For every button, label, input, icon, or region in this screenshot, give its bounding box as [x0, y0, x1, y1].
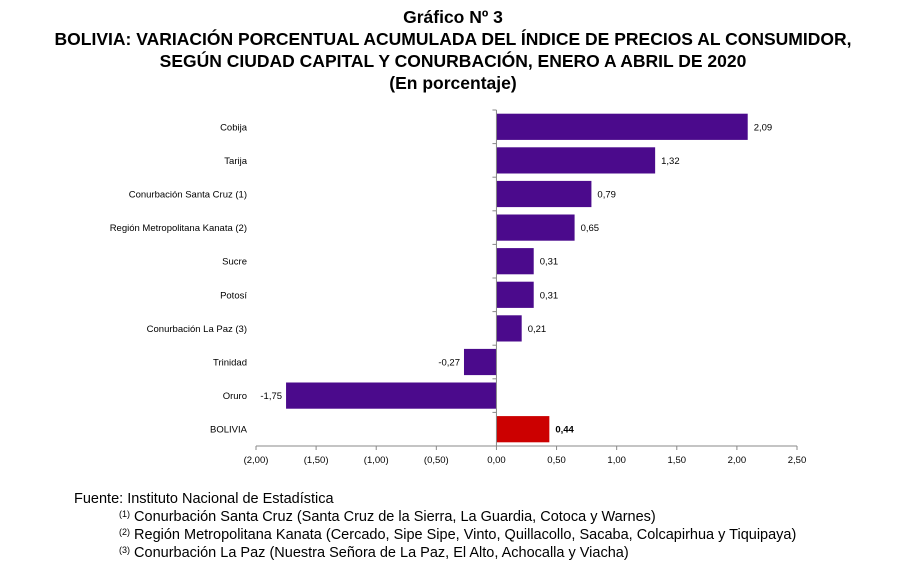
x-tick-label: (0,50)	[424, 455, 449, 466]
category-label: Cobija	[220, 122, 248, 133]
x-tick-label: (2,00)	[244, 455, 269, 466]
footnote-3: (3) Conurbación La Paz (Nuestra Señora d…	[74, 544, 796, 562]
data-label: 2,09	[754, 122, 773, 133]
category-label: Conurbación Santa Cruz (1)	[129, 190, 247, 201]
data-label: 0,65	[581, 223, 600, 234]
x-tick-label: 1,50	[668, 455, 687, 466]
data-label: 0,79	[597, 190, 616, 201]
category-label: Trinidad	[213, 358, 247, 369]
bar	[496, 180, 592, 208]
footnote-2: (2) Región Metropolitana Kanata (Cercado…	[74, 526, 796, 544]
bar	[496, 113, 748, 140]
bar	[496, 248, 534, 275]
source-note: Fuente: Instituto Nacional de Estadístic…	[74, 491, 334, 507]
footnote-3-text: Conurbación La Paz (Nuestra Señora de La…	[130, 545, 629, 561]
chart-titles: Gráfico Nº 3 BOLIVIA: VARIACIÓN PORCENTU…	[0, 6, 906, 94]
data-label: -1,75	[260, 391, 282, 402]
footnote-1: (1) Conurbación Santa Cruz (Santa Cruz d…	[74, 508, 796, 526]
bar	[496, 416, 550, 443]
data-label: -0,27	[438, 358, 460, 369]
category-label: BOLIVIA	[210, 425, 248, 436]
data-label: 0,31	[540, 290, 559, 301]
category-label: Sucre	[222, 257, 247, 268]
footnote-1-mark: (1)	[119, 509, 130, 519]
chart-number: Gráfico Nº 3	[403, 7, 503, 27]
x-tick-label: 0,00	[487, 455, 506, 466]
footnote-1-text: Conurbación Santa Cruz (Santa Cruz de la…	[130, 509, 656, 525]
bar	[286, 382, 497, 409]
x-tick-label: (1,50)	[304, 455, 329, 466]
category-label: Región Metropolitana Kanata (2)	[110, 223, 247, 234]
x-tick-label: (1,00)	[364, 455, 389, 466]
data-label: 0,21	[528, 324, 547, 335]
data-label: 1,32	[661, 156, 680, 167]
x-tick-label: 2,50	[788, 455, 807, 466]
chart-title-line-2: SEGÚN CIUDAD CAPITAL Y CONURBACIÓN, ENER…	[159, 51, 747, 71]
bar	[496, 281, 534, 308]
footnote-2-text: Región Metropolitana Kanata (Cercado, Si…	[130, 527, 797, 543]
footnote-3-mark: (3)	[119, 545, 130, 555]
x-tick-label: 2,00	[728, 455, 747, 466]
data-label: 0,44	[555, 425, 574, 436]
category-label: Oruro	[223, 391, 247, 402]
bar-chart: Cobija 2,09 Tarija 1,32 Conurbación Santa Cr…	[110, 109, 807, 466]
chart-notes: Fuente: Instituto Nacional de Estadístic…	[74, 490, 796, 562]
data-label: 0,31	[540, 257, 559, 268]
category-label: Tarija	[224, 156, 247, 167]
category-label: Conurbación La Paz (3)	[147, 324, 247, 335]
bar	[496, 147, 656, 174]
category-label: Potosí	[220, 290, 247, 301]
chart-subtitle: (En porcentaje)	[389, 73, 517, 93]
chart-title-line-1: BOLIVIA: VARIACIÓN PORCENTUAL ACUMULADA …	[54, 29, 852, 49]
bar	[463, 348, 497, 376]
bar	[496, 315, 522, 342]
footnote-2-mark: (2)	[119, 527, 130, 537]
bar	[496, 214, 575, 241]
x-tick-label: 0,50	[547, 455, 566, 466]
x-tick-label: 1,00	[607, 455, 626, 466]
